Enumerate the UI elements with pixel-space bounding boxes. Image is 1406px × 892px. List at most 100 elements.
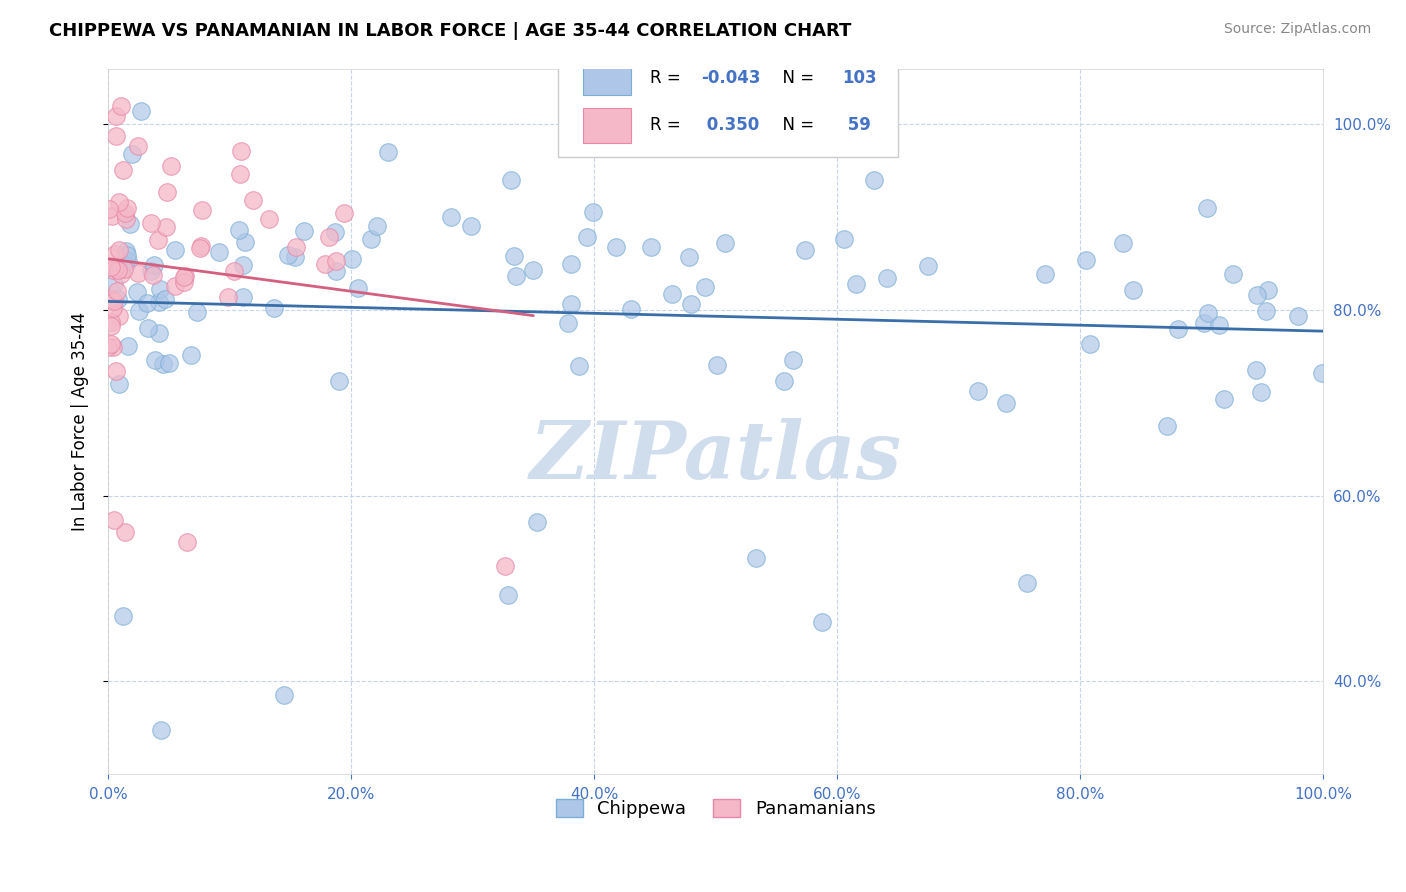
Point (108, 377, 131, 392)
Point (114, 258, 136, 272)
Point (100, 260, 122, 275)
Point (111, 609, 134, 624)
Point (1156, 418, 1178, 433)
Point (174, 269, 197, 284)
Point (229, 145, 252, 159)
Point (681, 297, 703, 311)
Point (581, 204, 603, 219)
Point (112, 163, 135, 178)
Point (966, 384, 988, 399)
Point (232, 290, 254, 304)
Point (494, 558, 516, 573)
Point (1254, 303, 1277, 318)
Point (1111, 235, 1133, 250)
Point (100, 315, 122, 329)
Point (745, 551, 768, 566)
Point (105, 364, 128, 378)
Point (173, 275, 195, 289)
FancyBboxPatch shape (583, 108, 630, 143)
Point (342, 252, 364, 266)
Text: -0.043: -0.043 (702, 69, 761, 87)
Point (1122, 283, 1144, 297)
Point (191, 202, 214, 217)
Point (1195, 201, 1218, 215)
Point (143, 258, 166, 272)
Point (117, 339, 139, 353)
Point (232, 258, 254, 272)
Point (576, 230, 599, 244)
Point (148, 294, 170, 309)
Point (526, 516, 548, 530)
Point (318, 230, 340, 244)
Point (505, 268, 527, 283)
Point (146, 233, 169, 247)
Point (190, 238, 212, 252)
Point (501, 173, 523, 187)
Point (811, 615, 834, 629)
Point (136, 296, 159, 310)
Point (103, 293, 125, 308)
Point (332, 206, 354, 220)
FancyBboxPatch shape (583, 61, 630, 95)
Point (103, 340, 125, 354)
Point (224, 264, 246, 278)
Point (103, 277, 125, 292)
Point (522, 263, 544, 277)
Point (186, 305, 208, 319)
Point (678, 251, 700, 265)
Point (1257, 284, 1279, 298)
Point (150, 723, 173, 738)
Point (325, 254, 347, 268)
Point (114, 525, 136, 540)
Point (328, 374, 350, 388)
Point (129, 104, 152, 119)
Point (693, 280, 716, 294)
Point (163, 279, 186, 293)
Text: 0.350: 0.350 (702, 117, 759, 135)
Point (347, 281, 370, 295)
Point (117, 248, 139, 262)
Point (217, 290, 239, 304)
Point (277, 248, 299, 262)
Point (314, 257, 336, 271)
Text: CHIPPEWA VS PANAMANIAN IN LABOR FORCE | AGE 35-44 CORRELATION CHART: CHIPPEWA VS PANAMANIAN IN LABOR FORCE | … (49, 22, 852, 40)
Point (793, 243, 815, 257)
Point (285, 240, 308, 254)
Point (1167, 322, 1189, 336)
Point (155, 220, 177, 235)
Point (235, 235, 257, 249)
Point (605, 240, 627, 254)
Point (292, 224, 315, 238)
Point (101, 209, 124, 223)
Point (263, 301, 285, 315)
Point (104, 261, 127, 276)
Point (163, 243, 186, 257)
Point (323, 226, 346, 240)
Point (1192, 316, 1215, 330)
Point (917, 259, 939, 273)
Point (568, 359, 591, 374)
Point (377, 145, 399, 160)
Point (127, 138, 149, 153)
Point (104, 128, 127, 143)
Text: 59: 59 (842, 117, 870, 135)
Point (176, 535, 198, 549)
Point (994, 395, 1017, 409)
Point (1213, 392, 1236, 406)
Point (1078, 337, 1101, 351)
Point (152, 357, 174, 371)
Point (110, 267, 132, 281)
Point (706, 359, 728, 373)
Point (1250, 384, 1272, 399)
Point (127, 266, 149, 280)
Point (103, 263, 125, 277)
Point (98, 202, 121, 217)
Point (107, 284, 129, 298)
Point (284, 250, 307, 264)
Text: 103: 103 (842, 69, 877, 87)
Point (257, 211, 280, 226)
Point (1033, 267, 1056, 281)
Point (100, 318, 122, 333)
Point (1244, 363, 1267, 377)
Point (560, 296, 582, 310)
